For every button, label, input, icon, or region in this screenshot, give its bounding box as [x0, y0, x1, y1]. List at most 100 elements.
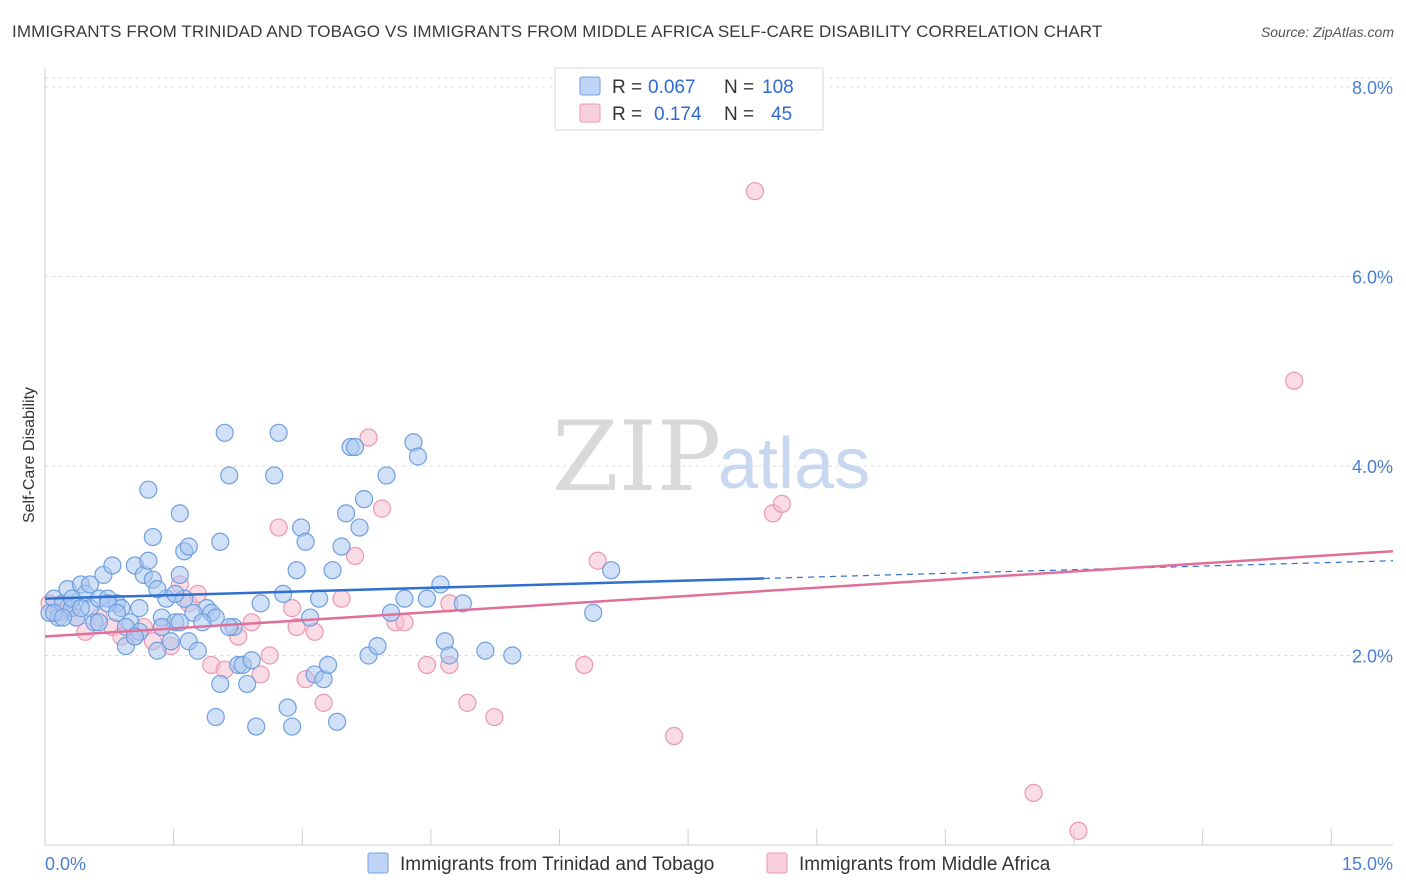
point-trinidad [453, 594, 472, 613]
point-trinidad [327, 712, 347, 731]
point-trinidad [354, 490, 374, 509]
legend-swatch-middle-africa [579, 103, 601, 123]
trend-lines [44, 550, 1394, 638]
top-legend: R = 0.067 N = 108 R = 0.174 N = 45 [554, 67, 824, 131]
point-trinidad [211, 532, 230, 551]
point-trinidad [395, 589, 414, 608]
point-trinidad [161, 632, 180, 651]
point-middle-africa [588, 551, 607, 570]
x-tick-labels: 0.0% 15.0% [45, 854, 1393, 874]
legend-r-value-2: 0.174 [654, 104, 702, 125]
point-trinidad [247, 717, 266, 736]
point-trinidad [431, 575, 450, 594]
trend-line-trinidad [44, 577, 764, 600]
point-trinidad [318, 655, 338, 675]
bottom-legend-label-trinidad: Immigrants from Trinidad and Tobago [400, 854, 714, 875]
point-middle-africa [283, 599, 302, 618]
point-trinidad [139, 551, 158, 570]
legend-n-value-1: 108 [762, 77, 794, 98]
bottom-legend-swatch-middle-africa [766, 852, 788, 874]
point-trinidad [417, 589, 437, 608]
point-middle-africa [1024, 783, 1043, 802]
point-trinidad [377, 466, 396, 485]
point-trinidad [80, 575, 100, 594]
point-trinidad [220, 617, 239, 637]
point-trinidad [152, 617, 171, 637]
grid-lines [45, 77, 1393, 656]
point-trinidad [130, 599, 149, 618]
watermark-atlas: atlas [718, 424, 870, 504]
point-trinidad [148, 580, 167, 599]
y-tick-label: 6.0% [1352, 267, 1393, 287]
point-middle-africa [251, 665, 270, 684]
y-axis-title: Self-Care Disability [21, 387, 38, 523]
point-trinidad [238, 674, 257, 694]
y-tick-label: 4.0% [1352, 457, 1393, 477]
source-label: Source: ZipAtlas.com [1260, 24, 1394, 40]
watermark: ZIP atlas [552, 401, 870, 513]
watermark-zip: ZIP [552, 401, 721, 513]
point-trinidad [242, 651, 261, 670]
y-tick-label: 2.0% [1352, 646, 1393, 666]
point-trinidad [193, 613, 212, 632]
point-middle-africa [372, 499, 392, 518]
point-trinidad [309, 589, 329, 608]
point-trinidad [148, 641, 167, 660]
trend-line-middle-africa [44, 550, 1394, 638]
x-tick-label-max: 15.0% [1342, 854, 1393, 874]
point-middle-africa [575, 655, 594, 675]
point-trinidad [215, 423, 234, 442]
point-trinidad [143, 527, 162, 547]
point-trinidad [139, 480, 158, 499]
bottom-legend-label-middle-africa: Immigrants from Middle Africa [799, 854, 1051, 875]
point-trinidad [602, 561, 621, 580]
point-middle-africa [269, 518, 288, 537]
legend-n-value-2: 45 [771, 104, 792, 125]
point-trinidad [345, 437, 365, 457]
point-trinidad [220, 466, 239, 485]
point-middle-africa [332, 589, 351, 608]
point-trinidad [274, 584, 293, 603]
point-trinidad [206, 707, 225, 727]
point-trinidad [503, 646, 522, 665]
point-trinidad [188, 641, 207, 660]
point-trinidad [287, 561, 306, 580]
legend-n-label-2: N = [724, 104, 754, 125]
chart-title: IMMIGRANTS FROM TRINIDAD AND TOBAGO VS I… [12, 22, 1103, 41]
point-trinidad [107, 603, 126, 622]
point-middle-africa [1285, 371, 1304, 390]
point-trinidad [269, 423, 288, 442]
point-middle-africa [745, 182, 765, 201]
point-trinidad [301, 608, 320, 627]
legend-r-label-2: R = [612, 104, 642, 125]
point-trinidad [440, 646, 459, 665]
point-trinidad [211, 674, 230, 694]
point-middle-africa [417, 655, 437, 675]
point-trinidad [283, 717, 302, 736]
point-middle-africa [345, 546, 365, 566]
point-trinidad [368, 636, 387, 656]
legend-r-label-1: R = [612, 77, 642, 98]
trend-line-trinidad-extrapolated [763, 560, 1394, 580]
point-middle-africa [772, 494, 792, 513]
point-trinidad [71, 599, 91, 618]
point-trinidad [278, 698, 297, 717]
bottom-legend-swatch-trinidad [367, 852, 389, 874]
point-trinidad [265, 466, 284, 485]
point-trinidad [350, 518, 369, 537]
axes [44, 68, 1393, 846]
point-middle-africa [359, 428, 378, 447]
legend-swatch-trinidad [579, 76, 601, 96]
legend-r-value-1: 0.067 [648, 77, 696, 98]
point-trinidad [170, 504, 189, 523]
point-trinidad [103, 556, 122, 575]
bottom-legend: Immigrants from Trinidad and Tobago Immi… [367, 852, 1051, 875]
point-middle-africa [260, 646, 279, 665]
point-trinidad [476, 641, 495, 660]
point-middle-africa [1069, 821, 1088, 840]
y-tick-labels: 2.0% 4.0% 6.0% 8.0% [1352, 78, 1393, 667]
point-middle-africa [485, 707, 504, 727]
x-tick-label-min: 0.0% [45, 854, 86, 874]
point-trinidad [584, 603, 603, 622]
